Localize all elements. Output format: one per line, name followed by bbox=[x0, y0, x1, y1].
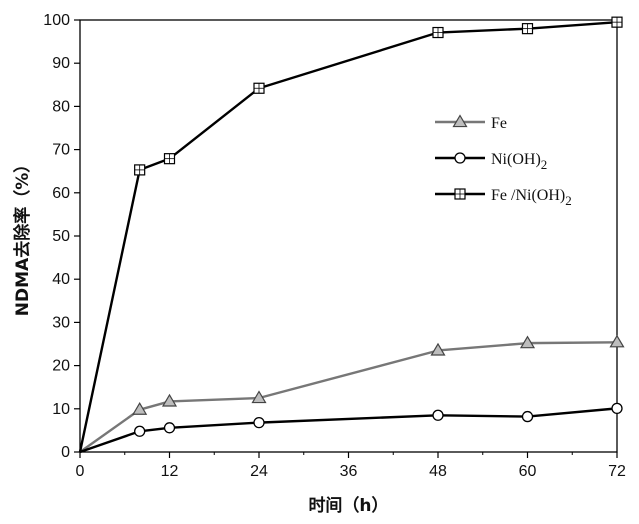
x-tick-label: 0 bbox=[76, 463, 85, 480]
y-tick-label: 40 bbox=[52, 271, 70, 288]
series-line bbox=[80, 408, 617, 452]
series-line bbox=[80, 22, 617, 452]
legend-entry: Fe /Ni(OH)2 bbox=[435, 187, 572, 208]
legend-label: Ni(OH)2 bbox=[491, 151, 547, 172]
series-line bbox=[80, 342, 617, 452]
y-tick-label: 30 bbox=[52, 314, 70, 331]
legend-entry: Fe bbox=[435, 115, 507, 132]
y-tick-label: 0 bbox=[61, 444, 70, 461]
series-square bbox=[80, 17, 622, 452]
legend-label: Fe bbox=[491, 115, 507, 132]
legend-label: Fe /Ni(OH)2 bbox=[491, 187, 572, 208]
x-tick-label: 48 bbox=[429, 463, 447, 480]
legend: Fe Ni(OH)2 Fe /Ni(OH)2 bbox=[435, 115, 572, 208]
legend-entry: Ni(OH)2 bbox=[435, 151, 547, 172]
circle-marker bbox=[135, 426, 145, 436]
y-tick-label: 90 bbox=[52, 55, 70, 72]
y-tick-label: 60 bbox=[52, 185, 70, 202]
y-tick-label: 100 bbox=[43, 12, 70, 29]
y-tick-label: 50 bbox=[52, 228, 70, 245]
circle-marker bbox=[165, 423, 175, 433]
circle-marker bbox=[433, 410, 443, 420]
x-tick-label: 72 bbox=[608, 463, 626, 480]
y-tick-label: 20 bbox=[52, 358, 70, 375]
circle-marker bbox=[455, 153, 465, 163]
x-tick-label: 36 bbox=[340, 463, 358, 480]
x-tick-label: 24 bbox=[250, 463, 268, 480]
circle-marker bbox=[612, 403, 622, 413]
x-tick-label: 60 bbox=[519, 463, 537, 480]
series-layer bbox=[80, 17, 624, 452]
x-axis-label: 时间（h） bbox=[308, 495, 388, 516]
circle-marker bbox=[523, 412, 533, 422]
series-circle bbox=[80, 403, 622, 452]
axes: 0 12 24 36 48 60 72 0 10 20 30 40 50 60 70 80 90 100 bbox=[43, 12, 626, 480]
circle-marker bbox=[254, 418, 264, 428]
y-tick-label: 80 bbox=[52, 98, 70, 115]
y-axis-label: NDMA去除率（%） bbox=[12, 156, 33, 316]
y-tick-label: 10 bbox=[52, 401, 70, 418]
series-triangle bbox=[80, 336, 624, 452]
y-tick-label: 70 bbox=[52, 142, 70, 159]
x-tick-label: 12 bbox=[161, 463, 179, 480]
plot-frame bbox=[80, 20, 617, 452]
